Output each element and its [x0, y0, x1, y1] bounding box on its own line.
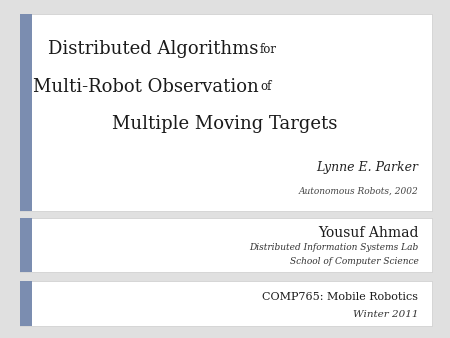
Text: Multi-Robot Observation: Multi-Robot Observation: [33, 78, 259, 96]
Bar: [20, 218, 432, 272]
Text: for: for: [260, 43, 277, 56]
Text: Autonomous Robots, 2002: Autonomous Robots, 2002: [299, 187, 418, 196]
Bar: [20, 218, 32, 272]
Text: School of Computer Science: School of Computer Science: [290, 257, 418, 266]
Bar: [20, 14, 432, 211]
Bar: [20, 281, 432, 326]
Bar: [20, 14, 32, 211]
Text: Multiple Moving Targets: Multiple Moving Targets: [112, 115, 338, 133]
Text: Winter 2011: Winter 2011: [353, 310, 418, 319]
Text: Yousuf Ahmad: Yousuf Ahmad: [318, 226, 418, 240]
Bar: [20, 281, 32, 326]
Text: Lynne E. Parker: Lynne E. Parker: [316, 161, 418, 174]
Text: Distributed Information Systems Lab: Distributed Information Systems Lab: [249, 243, 418, 252]
Text: of: of: [260, 80, 271, 93]
Text: Distributed Algorithms: Distributed Algorithms: [49, 40, 259, 58]
Text: COMP765: Mobile Robotics: COMP765: Mobile Robotics: [262, 291, 418, 301]
